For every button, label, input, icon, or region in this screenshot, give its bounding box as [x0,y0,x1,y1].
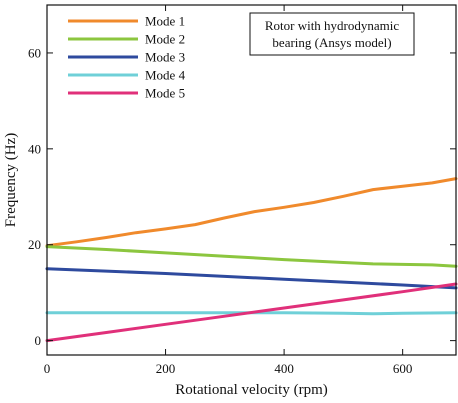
y-tick-label: 40 [28,141,41,156]
x-tick-label: 600 [393,361,413,376]
series-line [45,245,458,268]
legend-label: Mode 2 [145,32,185,47]
annotation-frame [249,12,415,56]
legend-label: Mode 5 [145,86,185,101]
x-tick-label: 0 [44,361,51,376]
annotation-line: bearing (Ansys model) [272,35,391,50]
series-line [45,311,458,316]
y-tick-label: 0 [35,333,42,348]
series-line [45,177,458,248]
axis-ticks: 0 200 400 600 0 20 40 60 [28,5,456,376]
y-tick-label: 60 [28,45,41,60]
series-line [45,282,458,343]
legend-label: Mode 3 [145,50,185,65]
annotation-box: Rotor with hydrodynamic bearing (Ansys m… [249,12,415,56]
series-lines [45,177,458,343]
x-tick-label: 400 [274,361,294,376]
legend-label: Mode 4 [145,68,186,83]
y-axis-label: Frequency (Hz) [3,133,19,228]
x-axis-label: Rotational velocity (rpm) [175,382,327,398]
legend-label: Mode 1 [145,14,185,29]
series-line [45,267,458,290]
plot-frame [46,4,457,356]
legend: Mode 1 Mode 2 Mode 3 Mode 4 Mode 5 [68,14,186,101]
y-tick-label: 20 [28,237,41,252]
annotation-line: Rotor with hydrodynamic [265,18,400,33]
x-tick-label: 200 [156,361,176,376]
